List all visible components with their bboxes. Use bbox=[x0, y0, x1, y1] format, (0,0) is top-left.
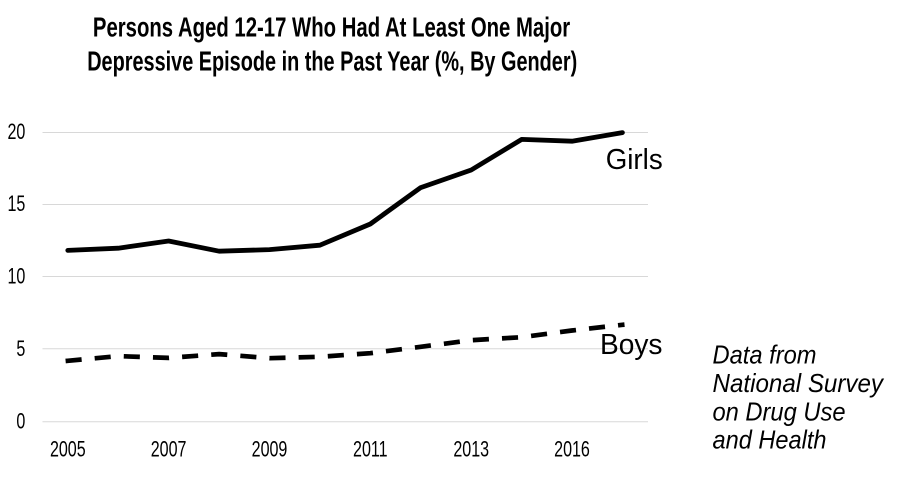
svg-text:Persons Aged 12-17 Who Had At: Persons Aged 12-17 Who Had At Least One … bbox=[93, 11, 570, 42]
svg-text:2005: 2005 bbox=[50, 438, 86, 462]
svg-text:15: 15 bbox=[7, 193, 25, 217]
svg-text:2011: 2011 bbox=[353, 438, 388, 462]
svg-text:on Drug Use: on Drug Use bbox=[713, 396, 846, 426]
svg-text:2016: 2016 bbox=[554, 438, 590, 462]
svg-text:10: 10 bbox=[7, 265, 25, 289]
svg-text:20: 20 bbox=[7, 121, 25, 145]
svg-text:2009: 2009 bbox=[252, 438, 288, 462]
svg-text:2007: 2007 bbox=[151, 438, 187, 462]
svg-text:Girls: Girls bbox=[606, 144, 663, 176]
svg-text:and Health: and Health bbox=[713, 425, 827, 455]
svg-text:Boys: Boys bbox=[600, 329, 663, 361]
svg-text:0: 0 bbox=[16, 410, 25, 434]
svg-text:5: 5 bbox=[16, 338, 25, 362]
svg-text:Data from: Data from bbox=[713, 340, 817, 370]
svg-text:2013: 2013 bbox=[453, 438, 489, 462]
svg-text:National Survey: National Survey bbox=[713, 368, 885, 398]
svg-text:Depressive Episode in the Past: Depressive Episode in the Past Year (%, … bbox=[87, 45, 577, 76]
